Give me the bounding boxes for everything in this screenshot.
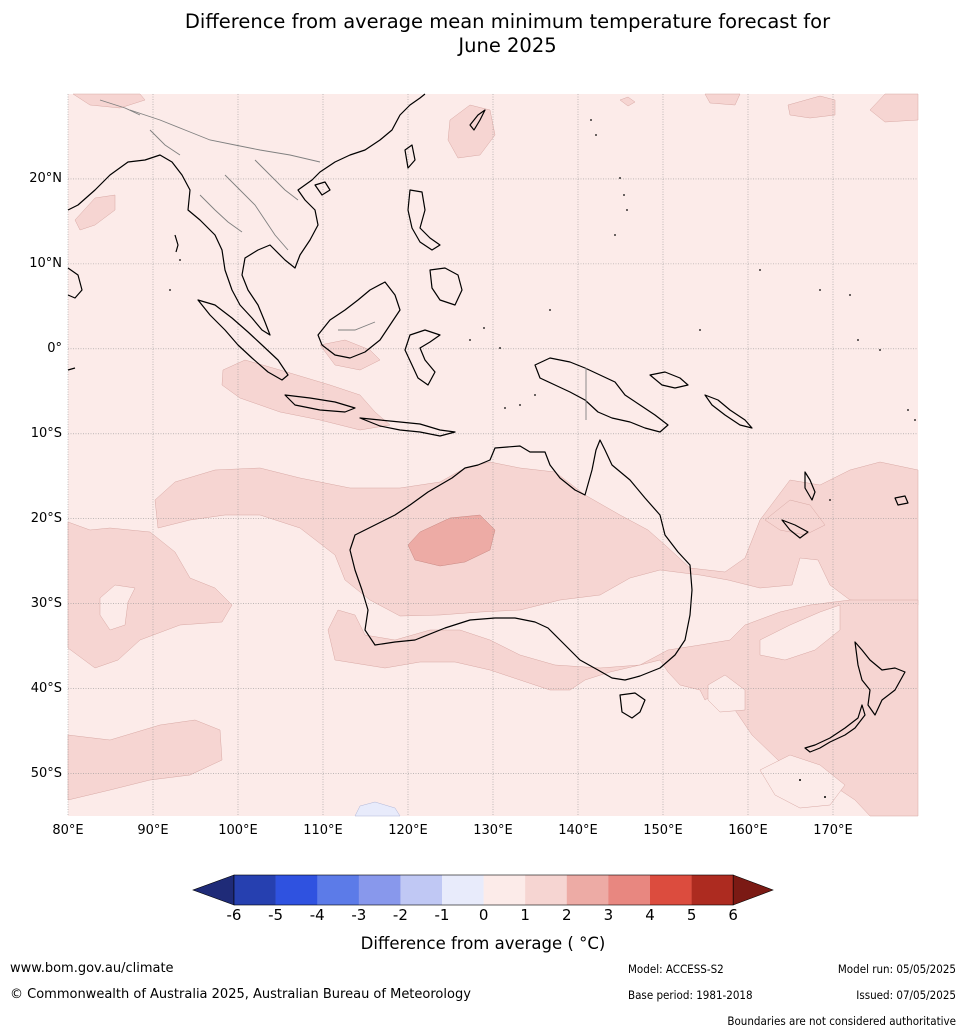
coastline-asia: [67, 93, 426, 336]
colorbar-tick-label: 2: [562, 906, 572, 924]
disclaimer-text: Boundaries are not considered authoritat…: [727, 1014, 956, 1028]
coastline-tasmania: [619, 692, 646, 719]
map-gridlines: [67, 94, 918, 816]
coastline-new-zealand-north: [854, 641, 906, 716]
colorbar-tick-label: -3: [351, 906, 367, 924]
lat-label: 30°S: [30, 595, 62, 611]
colorbar-segment: [566, 875, 609, 905]
coastline-vanuatu: [804, 471, 816, 501]
colorbar-tick-label: 5: [686, 906, 697, 924]
base-period-text: Base period: 1981-2018: [628, 988, 753, 1002]
lon-label: 80°E: [52, 823, 84, 838]
copyright-text: © Commonwealth of Australia 2025, Austra…: [10, 987, 471, 1002]
lat-label: 40°S: [30, 680, 62, 696]
lon-label: 130°E: [473, 823, 513, 838]
coastline-sumatra: [197, 299, 289, 381]
lon-label: 90°E: [137, 823, 169, 838]
model-text: Model: ACCESS-S2: [628, 962, 724, 976]
coastline-new-britain: [649, 371, 689, 389]
colorbar-tick-label: -4: [309, 906, 325, 924]
coastline-sri-lanka: [67, 367, 76, 371]
colorbar-segment: [442, 875, 484, 905]
issued-text: Issued: 07/05/2025: [856, 988, 956, 1002]
forecast-map: [67, 93, 919, 817]
colorbar-segment: [650, 875, 692, 905]
title-line-1: Difference from average mean minimum tem…: [184, 10, 831, 33]
anomaly-band-2-to-3: [407, 514, 496, 567]
colorbar-segment: [691, 875, 734, 905]
coastline-lesser-sunda: [359, 417, 456, 437]
colorbar-tick-label: -2: [392, 906, 408, 924]
colorbar-tick-label: 0: [478, 906, 489, 924]
colorbar-tick-label: 4: [645, 906, 655, 924]
colorbar-segment: [275, 875, 318, 905]
lon-label: 140°E: [558, 823, 598, 838]
coastline-taiwan: [404, 144, 416, 169]
coastline-sulawesi: [404, 329, 441, 386]
coastline-solomon: [704, 394, 753, 429]
colorbar-segment: [608, 875, 651, 905]
colorbar-tick-label: 1: [520, 906, 530, 924]
lon-label: 120°E: [388, 823, 428, 838]
lat-label: 0°: [47, 340, 62, 356]
coastline-australia: [349, 439, 693, 681]
coastline-luzon: [407, 189, 441, 251]
colorbar-segment: [400, 875, 443, 905]
map-title: Difference from average mean minimum tem…: [0, 10, 965, 58]
lon-label: 150°E: [643, 823, 683, 838]
anomaly-small-patch: [619, 96, 636, 107]
lon-label: 100°E: [218, 823, 258, 838]
lon-label: 170°E: [813, 823, 853, 838]
colorbar-extend-low: [192, 874, 235, 906]
coastline-japan-south: [469, 109, 486, 131]
coastline-fiji: [894, 495, 909, 506]
lon-label: 110°E: [303, 823, 343, 838]
colorbar-title: Difference from average ( °C): [360, 934, 606, 953]
colorbar-tick-label: -1: [434, 906, 450, 924]
colorbar-tick-label: 6: [728, 906, 738, 924]
colorbar-border: [233, 874, 734, 906]
colorbar-segment: [358, 875, 401, 905]
small-islands: [169, 119, 916, 798]
lat-label: 10°S: [30, 425, 62, 441]
anomaly-band-0-to-1-holes: [99, 584, 846, 809]
colorbar-segment: [525, 875, 568, 905]
anomaly-band-minus1-to-0: [354, 801, 401, 817]
coastline-hainan: [314, 181, 331, 196]
colorbar-tick-label: 3: [603, 906, 614, 924]
political-boundaries: [99, 99, 587, 420]
colorbar-segment: [317, 875, 360, 905]
lat-label: 10°N: [29, 255, 62, 271]
coastlines: [67, 93, 909, 753]
coastline-andaman: [174, 234, 179, 253]
coastline-india-east: [67, 267, 83, 299]
coastline-mindanao: [429, 267, 463, 306]
colorbar-segment: [483, 875, 526, 905]
coastline-new-zealand-south: [804, 704, 866, 753]
title-line-2: June 2025: [458, 34, 557, 57]
coastline-borneo: [317, 281, 401, 359]
website-text: www.bom.gov.au/climate: [10, 961, 174, 976]
colorbar-tick-label: -5: [268, 906, 284, 924]
coastline-new-guinea: [534, 357, 669, 433]
lon-label: 160°E: [728, 823, 768, 838]
coastline-java: [284, 394, 356, 413]
colorbar-segment: [234, 875, 276, 905]
colorbar-tick-label: -6: [226, 906, 242, 924]
colorbar-extend-high: [732, 874, 774, 906]
coastline-new-caledonia: [781, 519, 809, 539]
lat-label: 20°N: [29, 170, 62, 186]
lat-label: 20°S: [30, 510, 62, 526]
lat-label: 50°S: [30, 765, 62, 781]
model-run-text: Model run: 05/05/2025: [837, 962, 956, 976]
